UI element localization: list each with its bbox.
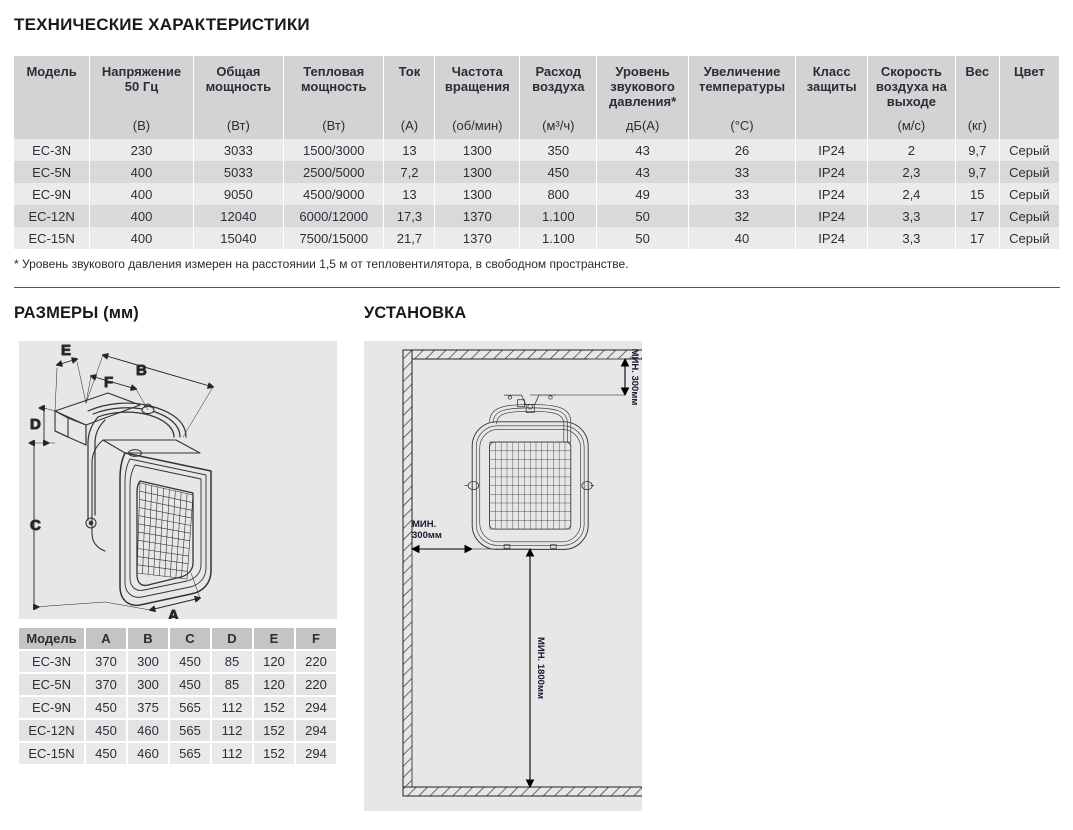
svg-text:E: E (61, 342, 71, 359)
svg-text:МИН. 1800мм: МИН. 1800мм (535, 637, 546, 699)
svg-text:МИН.: МИН. (412, 519, 436, 530)
svg-text:B: B (136, 362, 147, 379)
svg-text:C: C (30, 517, 41, 534)
svg-text:A: A (168, 607, 179, 619)
svg-text:F: F (104, 374, 113, 391)
svg-text:МИН. 300мм: МИН. 300мм (629, 349, 640, 406)
svg-text:D: D (30, 416, 41, 433)
svg-text:300мм: 300мм (412, 530, 442, 541)
